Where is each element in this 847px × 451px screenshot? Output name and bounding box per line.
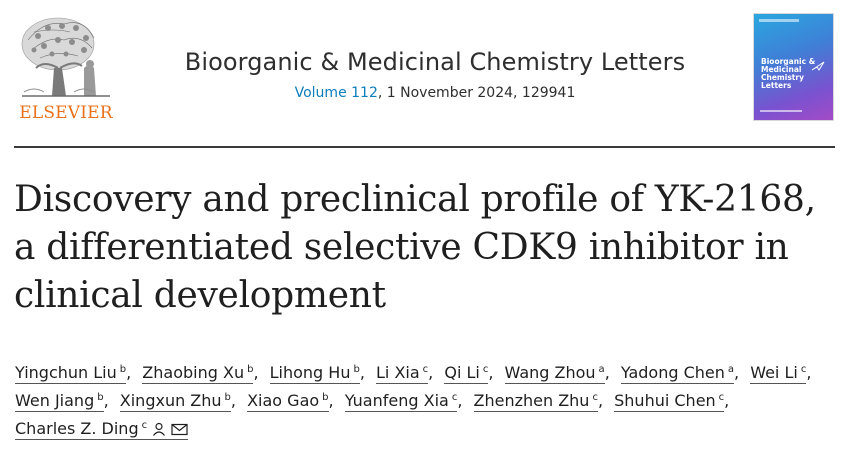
cover-top-bar: [759, 19, 799, 22]
author-name: Lihong Hu: [269, 363, 351, 382]
affiliation-marker[interactable]: b: [224, 392, 231, 403]
affiliation-marker[interactable]: a: [727, 364, 735, 375]
author-name: Zhaobing Xu: [142, 363, 245, 382]
journal-title[interactable]: Bioorganic & Medicinal Chemistry Letters: [184, 48, 686, 76]
author-name: Zhenzhen Zhu: [473, 391, 590, 410]
affiliation-marker[interactable]: c: [451, 392, 458, 403]
affiliation-marker[interactable]: b: [97, 392, 104, 403]
author-name: Yuanfeng Xia: [344, 391, 449, 410]
author-name: Shuhui Chen: [614, 391, 716, 410]
title-line: clinical development: [14, 275, 386, 316]
journal-info: Bioorganic & Medicinal Chemistry Letters…: [150, 48, 720, 101]
affiliation-marker[interactable]: b: [119, 364, 127, 375]
journal-cover[interactable]: Bioorganic & Medicinal Chemistry Letters: [753, 13, 834, 121]
affiliation-marker[interactable]: c: [800, 364, 807, 375]
volume-link[interactable]: Volume 112: [294, 85, 378, 101]
author-name: Wen Jiang: [15, 391, 95, 410]
author-link[interactable]: Yuanfeng Xia c: [344, 391, 458, 412]
affiliation-marker[interactable]: b: [247, 364, 254, 375]
tree-logo-icon: [14, 10, 118, 102]
elsevier-logo[interactable]: [14, 10, 118, 126]
affiliation-marker[interactable]: c: [422, 364, 429, 375]
affiliation-marker[interactable]: c: [718, 392, 725, 403]
cover-arrow-icon: [811, 61, 825, 71]
author-name: Wei Li: [750, 363, 798, 382]
cover-title: Bioorganic & Medicinal Chemistry Letters: [761, 57, 816, 90]
affiliation-marker[interactable]: b: [322, 392, 329, 403]
author-link[interactable]: Xingxun Zhu b: [119, 391, 231, 412]
person-icon[interactable]: [152, 422, 166, 436]
author-link[interactable]: Zhenzhen Zhu c: [473, 391, 598, 412]
author-name: Qi Li: [444, 363, 480, 382]
affiliation-marker[interactable]: b: [353, 364, 360, 375]
author-name: Charles Z. Ding: [15, 419, 139, 438]
affiliation-marker[interactable]: a: [598, 364, 605, 375]
author-name: Wang Zhou: [504, 363, 596, 382]
author-link[interactable]: Lihong Hu b: [269, 363, 360, 384]
author-link[interactable]: Wang Zhou a: [504, 363, 605, 384]
issue-details: , 1 November 2024, 129941: [377, 85, 576, 101]
author-link[interactable]: Zhaobing Xu b: [142, 363, 254, 384]
author-line: Charles Z. Ding c: [15, 412, 835, 440]
issue-line: Volume 112, 1 November 2024, 129941: [150, 85, 720, 101]
affiliation-marker[interactable]: c: [482, 364, 489, 375]
author-link[interactable]: Charles Z. Ding c: [15, 419, 189, 440]
author-link[interactable]: Qi Li c: [444, 363, 489, 384]
author-line: Yingchun Liu b, Zhaobing Xu b, Lihong Hu b,…: [15, 363, 812, 384]
author-link[interactable]: Wen Jiang b: [15, 391, 104, 412]
envelope-icon[interactable]: [171, 423, 188, 436]
title-line: Discovery and preclinical profile of YK-…: [14, 179, 816, 220]
author-link[interactable]: Yadong Chen a: [620, 363, 735, 384]
cover-bottom-bar: [760, 110, 802, 112]
author-name: Yadong Chen: [620, 363, 725, 382]
author-link[interactable]: Li Xia c: [376, 363, 429, 384]
header-divider: [14, 146, 835, 148]
author-link[interactable]: Wei Li c: [750, 363, 807, 384]
affiliation-marker[interactable]: c: [141, 420, 148, 431]
author-list: Yingchun Liu b, Zhaobing Xu b, Lihong Hu b,…: [15, 356, 835, 440]
author-name: Li Xia: [376, 363, 420, 382]
author-name: Yingchun Liu: [15, 363, 117, 382]
author-link[interactable]: Yingchun Liu b: [15, 363, 127, 384]
title-line: a differentiated selective CDK9 inhibito…: [14, 227, 789, 268]
article-header: ELSEVIER Bioorganic & Medicinal Chemistr…: [0, 0, 847, 146]
article-title: Discovery and preclinical profile of YK-…: [14, 176, 834, 320]
author-line: Wen Jiang b, Xingxun Zhu b, Xiao Gao b, Yua…: [15, 391, 730, 412]
author-link[interactable]: Xiao Gao b: [247, 391, 329, 412]
publisher-name: ELSEVIER: [19, 103, 113, 123]
author-name: Xiao Gao: [247, 391, 320, 410]
author-link[interactable]: Shuhui Chen c: [614, 391, 725, 412]
author-name: Xingxun Zhu: [119, 391, 222, 410]
affiliation-marker[interactable]: c: [592, 392, 598, 403]
